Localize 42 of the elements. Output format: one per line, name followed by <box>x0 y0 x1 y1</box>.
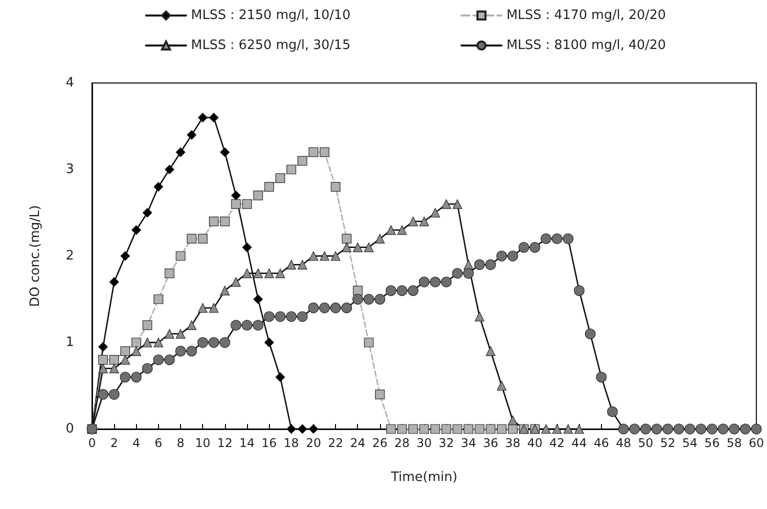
x-tick-label: 4 <box>132 436 140 450</box>
x-tick-label: 28 <box>394 436 410 450</box>
x-tick-label: 48 <box>616 436 632 450</box>
x-tick-label: 32 <box>438 436 454 450</box>
x-tick-label: 50 <box>638 436 654 450</box>
x-tick-label: 40 <box>527 436 543 450</box>
x-tick-label: 52 <box>660 436 676 450</box>
y-tick-label: 2 <box>66 248 74 264</box>
legend-label: MLSS : 2150 mg/l, 10/10 <box>191 8 350 23</box>
x-tick-label: 60 <box>748 436 764 450</box>
x-tick-label: 2 <box>110 436 118 450</box>
x-tick-label: 56 <box>704 436 720 450</box>
x-tick-label: 18 <box>284 436 299 450</box>
x-tick-label: 42 <box>549 436 565 450</box>
x-tick-label: 0 <box>88 436 96 450</box>
x-tick-label: 14 <box>239 436 255 450</box>
x-tick-label: 34 <box>460 436 476 450</box>
x-tick-label: 10 <box>195 436 210 450</box>
x-tick-label: 30 <box>416 436 432 450</box>
x-tick-label: 38 <box>505 436 520 450</box>
legend-label: MLSS : 4170 mg/l, 20/20 <box>506 8 666 23</box>
x-tick-label: 6 <box>154 436 162 450</box>
x-tick-label: 20 <box>306 436 322 450</box>
y-tick-label: 0 <box>66 422 74 436</box>
x-tick-label: 12 <box>217 436 233 450</box>
legend-label: MLSS : 8100 mg/l, 40/20 <box>506 38 666 53</box>
x-tick-label: 16 <box>262 436 277 450</box>
y-tick-label: 4 <box>66 76 74 90</box>
x-tick-label: 22 <box>328 436 344 450</box>
x-tick-label: 54 <box>682 436 698 450</box>
x-tick-label: 44 <box>572 436 587 450</box>
x-tick-label: 46 <box>594 436 609 450</box>
x-axis-title: Time(min) <box>390 470 458 485</box>
x-tick-label: 36 <box>482 436 498 450</box>
y-tick-label: 1 <box>66 335 74 350</box>
x-tick-label: 26 <box>372 436 388 450</box>
y-axis-title: DO conc.(mg/L) <box>28 205 43 307</box>
x-tick-label: 8 <box>176 436 184 450</box>
x-tick-label: 24 <box>350 436 366 450</box>
legend-label: MLSS : 6250 mg/l, 30/15 <box>191 38 350 53</box>
y-tick-label: 3 <box>66 162 74 177</box>
x-tick-label: 58 <box>726 436 742 450</box>
